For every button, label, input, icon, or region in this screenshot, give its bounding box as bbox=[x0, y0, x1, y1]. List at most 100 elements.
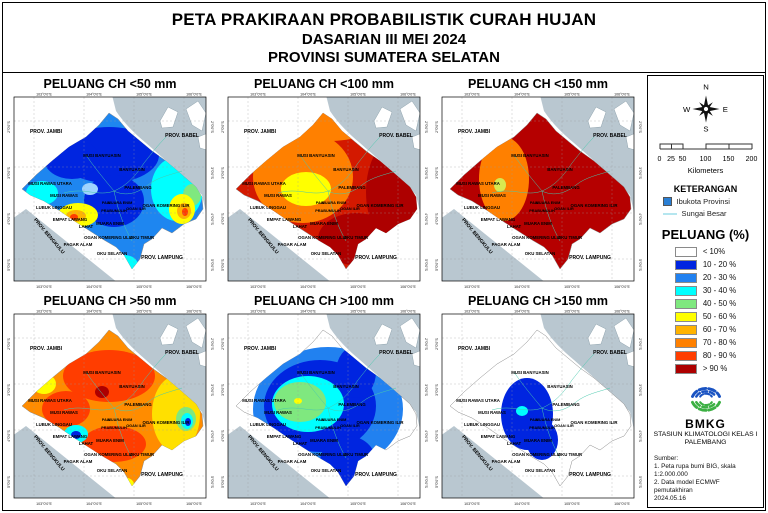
region-label: PROV. BABEL bbox=[593, 133, 627, 139]
latitude-label: 5°0'0"S bbox=[435, 476, 439, 488]
longitude-label: 104°0'0"E bbox=[300, 502, 316, 506]
longitude-label: 103°0'0"E bbox=[36, 285, 52, 289]
scalebar-tick-label: 0 bbox=[657, 156, 662, 164]
map-canvas: 103°0'0"E 103°0'0"E 104°0'0"E 104°0'0"E 105°… bbox=[221, 310, 428, 506]
keterangan-title: KETERANGAN bbox=[673, 184, 738, 195]
latitude-label: 2°0'0"S bbox=[638, 338, 642, 350]
region-label: MUSI RAWAS UTARA bbox=[242, 398, 286, 403]
latitude-label: 4°0'0"S bbox=[221, 430, 225, 442]
region-label: MUARA ENIM bbox=[524, 221, 552, 226]
source-note: Sumber: 1. Peta rupa bumi BIG, skala 1:2… bbox=[651, 455, 760, 503]
region-label: PROV. BABEL bbox=[165, 350, 199, 356]
region-label: OGAN ILIR bbox=[340, 424, 360, 428]
latitude-label: 5°0'0"S bbox=[7, 476, 11, 488]
probability-region bbox=[82, 426, 146, 462]
region-label: PRABUMULIH bbox=[315, 426, 341, 430]
bmkg-logo-icon bbox=[690, 387, 721, 412]
legend-entry: 70 - 80 % bbox=[674, 336, 737, 349]
region-label: PALI bbox=[102, 418, 110, 422]
region-label: MUSI BANYUASIN bbox=[83, 370, 120, 375]
latitude-label: 5°0'0"S bbox=[638, 476, 642, 488]
longitude-label: 106°0'0"E bbox=[400, 310, 416, 314]
region-label: OGAN KOMERING ILIR bbox=[356, 203, 404, 208]
region-label: MUSI RAWAS UTARA bbox=[28, 398, 72, 403]
latitude-label: 2°0'0"S bbox=[424, 338, 428, 350]
region-label: MUARA ENIM bbox=[108, 201, 133, 205]
legend-color-swatch bbox=[674, 246, 697, 257]
probability-region bbox=[82, 183, 98, 195]
longitude-label: 104°0'0"E bbox=[300, 285, 316, 289]
latitude-label: 5°0'0"S bbox=[221, 259, 225, 271]
legend-color-swatch bbox=[674, 311, 697, 322]
legend-label: 70 - 80 % bbox=[702, 338, 737, 348]
legend-color-swatch bbox=[674, 337, 697, 348]
region-label: OKU TIMUR bbox=[130, 452, 155, 457]
map-border bbox=[441, 313, 635, 499]
axis-labels: 103°0'0"E 103°0'0"E 104°0'0"E 104°0'0"E 105°… bbox=[7, 93, 214, 289]
region-label: MUSI RAWAS UTARA bbox=[456, 181, 500, 186]
region-label: EMPAT LAWANG bbox=[53, 434, 88, 439]
region-label: PROV. BABEL bbox=[165, 133, 199, 139]
compass-south-label: S bbox=[703, 124, 708, 132]
probability-region bbox=[281, 172, 331, 206]
legend-color-swatch bbox=[674, 324, 697, 335]
map-canvas: 103°0'0"E 103°0'0"E 104°0'0"E 104°0'0"E 105°… bbox=[435, 93, 642, 289]
region-label: BANYUASIN bbox=[333, 384, 359, 389]
legend-color-swatch bbox=[674, 285, 697, 296]
latitude-label: 3°0'0"S bbox=[221, 167, 225, 179]
longitude-label: 104°0'0"E bbox=[514, 502, 530, 506]
latitude-label: 2°0'0"S bbox=[210, 338, 214, 350]
legend-label: 60 - 70 % bbox=[702, 325, 737, 335]
latitude-label: 5°0'0"S bbox=[435, 259, 439, 271]
region-label: MUSI BANYUASIN bbox=[297, 153, 334, 158]
legend-entry: 60 - 70 % bbox=[674, 323, 737, 336]
region-label: PRABUMULIH bbox=[101, 209, 127, 213]
probability-region bbox=[479, 137, 529, 221]
region-label: PAGAR ALAM bbox=[492, 242, 521, 247]
longitude-label: 105°0'0"E bbox=[350, 93, 366, 97]
region-label: MUSI RAWAS bbox=[264, 410, 292, 415]
title-line-3: PROVINSI SUMATERA SELATAN bbox=[268, 48, 500, 66]
maps-grid: PELUANG CH <50 mm 103°0'0"E 103°0'0"E 104°… bbox=[3, 73, 645, 510]
legend-label: 50 - 60 % bbox=[702, 312, 737, 322]
map-border bbox=[441, 96, 635, 282]
longitude-label: 106°0'0"E bbox=[186, 502, 202, 506]
legend-entry: 80 - 90 % bbox=[674, 349, 736, 362]
station-name-line2: PALEMBANG bbox=[684, 439, 727, 446]
compass-star-icon bbox=[691, 95, 720, 123]
keterangan-label: Ibukota Provinsi bbox=[676, 197, 730, 207]
latitude-label: 3°0'0"S bbox=[210, 384, 214, 396]
region-label: PROV. JAMBI bbox=[244, 129, 277, 135]
panel-title: PELUANG CH >50 mm bbox=[43, 294, 177, 308]
legend-entry: 10 - 20 % bbox=[674, 258, 736, 271]
probability-region bbox=[84, 175, 144, 227]
region-label: PALI bbox=[530, 201, 538, 205]
compass-rose: N S W E bbox=[683, 83, 728, 133]
region-label: PROV. BABEL bbox=[379, 133, 413, 139]
region-label: MUSI RAWAS UTARA bbox=[456, 398, 500, 403]
legend-label: < 10% bbox=[702, 247, 726, 257]
longitude-label: 105°0'0"E bbox=[136, 285, 152, 289]
compass-west-label: W bbox=[683, 105, 691, 114]
latitude-label: 4°0'0"S bbox=[638, 430, 642, 442]
longitude-label: 106°0'0"E bbox=[400, 285, 416, 289]
region-label: OGAN ILIR bbox=[126, 424, 146, 428]
babel-islands bbox=[587, 100, 634, 151]
latitude-label: 5°0'0"S bbox=[424, 259, 428, 271]
longitude-label: 104°0'0"E bbox=[514, 93, 530, 97]
axis-labels: 103°0'0"E 103°0'0"E 104°0'0"E 104°0'0"E 105°… bbox=[435, 93, 642, 289]
map-border bbox=[227, 96, 421, 282]
map-canvas: 103°0'0"E 103°0'0"E 104°0'0"E 104°0'0"E 105°… bbox=[221, 93, 428, 289]
region-label: PAGAR ALAM bbox=[492, 459, 521, 464]
sea-southwest bbox=[14, 426, 116, 498]
region-label: PALEMBANG bbox=[338, 185, 366, 190]
legend-color-swatch bbox=[674, 298, 697, 309]
legend-color-swatch bbox=[674, 363, 697, 374]
region-label: PALI bbox=[102, 201, 110, 205]
latitude-label: 3°0'0"S bbox=[424, 384, 428, 396]
region-label: OKU SELATAN bbox=[525, 251, 555, 256]
graticule bbox=[228, 97, 420, 281]
region-label: MUSI RAWAS UTARA bbox=[242, 181, 286, 186]
region-label: MUARA ENIM bbox=[310, 221, 338, 226]
region-label: PROV. LAMPUNG bbox=[355, 472, 397, 478]
